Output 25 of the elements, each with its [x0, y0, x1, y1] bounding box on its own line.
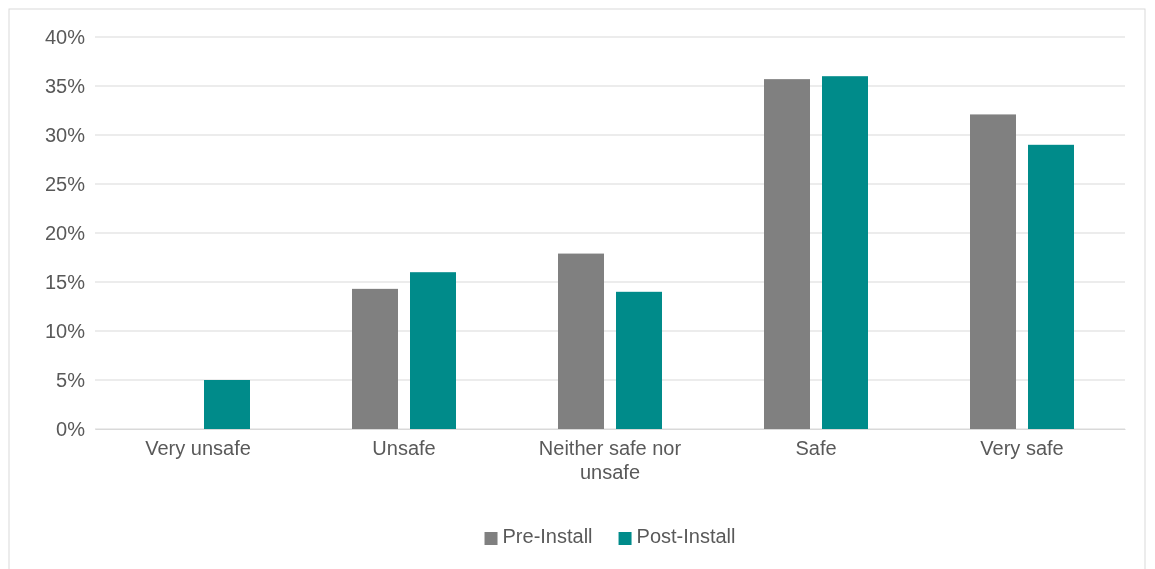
y-tick-label: 0% — [56, 417, 86, 440]
x-tick-label: Safe — [795, 437, 837, 460]
y-tick-label: 35% — [44, 74, 86, 97]
bar — [204, 380, 250, 429]
bar — [822, 76, 868, 429]
x-tick-label: Neither safe nor unsafe — [538, 437, 682, 484]
bar — [352, 288, 398, 429]
legend-label: Post-Install — [636, 525, 736, 547]
y-tick-label: 20% — [44, 221, 86, 244]
x-tick-label: Unsafe — [372, 437, 436, 460]
y-tick-label: 30% — [44, 123, 86, 146]
x-tick-label: Very safe — [980, 437, 1064, 460]
bar — [616, 291, 662, 429]
bar — [970, 114, 1016, 429]
y-tick-label: 25% — [44, 172, 86, 195]
legend-label: Pre-Install — [502, 525, 593, 547]
y-tick-label: 15% — [44, 270, 86, 293]
bar — [1028, 144, 1074, 429]
bar — [558, 253, 604, 429]
y-tick-label: 10% — [44, 319, 86, 342]
bar — [764, 79, 810, 429]
y-tick-label: 5% — [56, 368, 86, 391]
bar — [410, 272, 456, 429]
x-tick-label: Very unsafe — [145, 437, 251, 460]
y-tick-label: 40% — [44, 25, 86, 48]
